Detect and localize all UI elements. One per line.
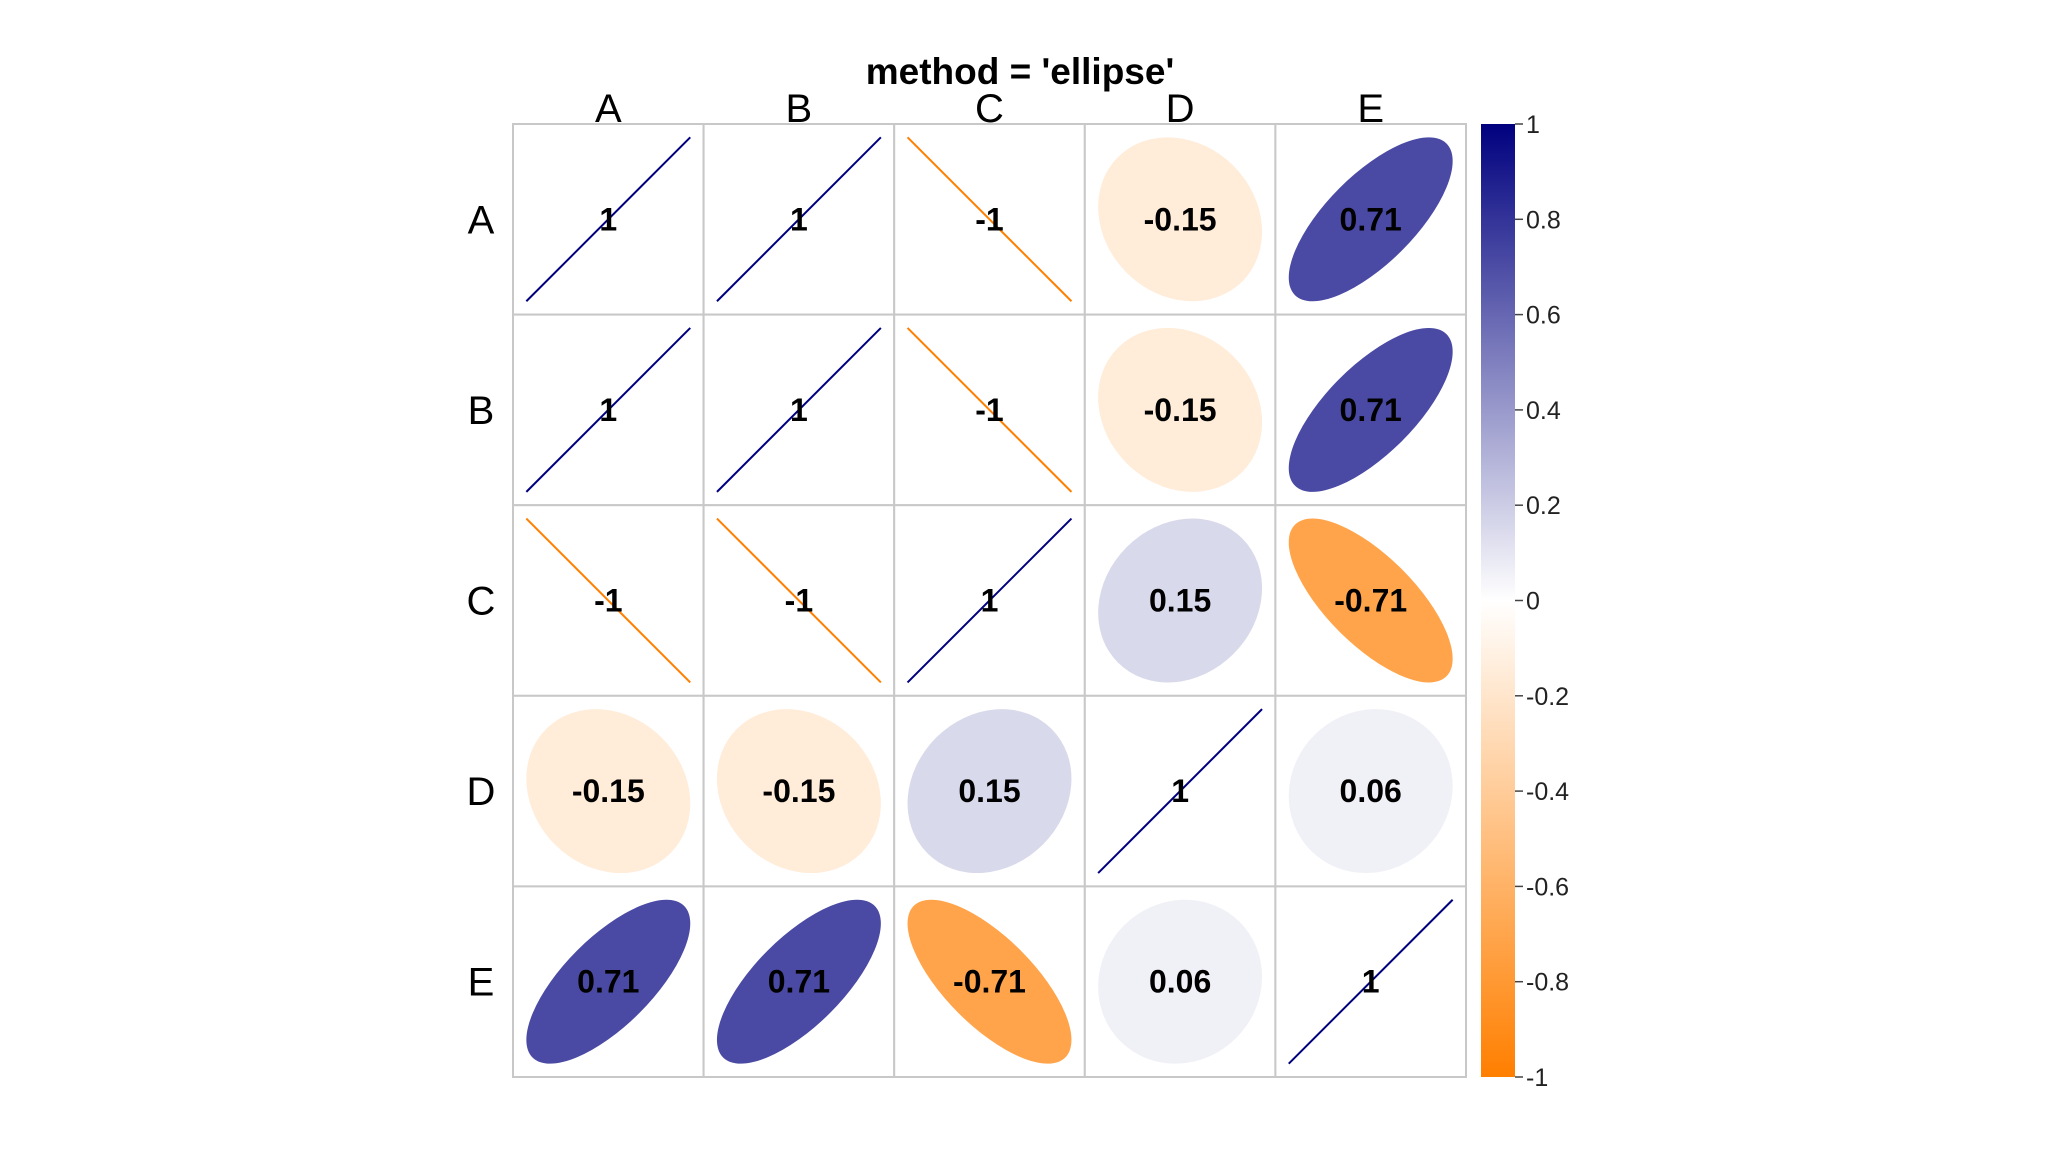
correlation-value-B-C: -1 [975,392,1003,428]
correlation-ellipse-B-E [1288,327,1453,492]
correlation-value-D-C: 0.15 [958,773,1020,809]
correlation-line-B-A [525,327,691,493]
correlation-line-E-E [1288,899,1454,1065]
colorbar-tick-label: -0.8 [1526,969,1569,997]
correlation-ellipse-E-B [716,899,881,1064]
correlation-line-A-C [906,136,1073,302]
correlation-ellipse-A-E [1288,137,1453,302]
colorbar-tick-label: 0.4 [1526,397,1561,425]
correlation-line-D-D [1097,708,1263,874]
chart-title: method = 'ellipse' [866,51,1175,92]
correlation-line-B-C [906,327,1073,493]
correlation-ellipse-C-D [1098,518,1263,683]
correlation-value-E-D: 0.06 [1149,964,1211,1000]
correlation-value-E-E: 1 [1362,964,1380,1000]
correlation-line-C-C [906,517,1073,684]
correlation-ellipse-B-D [1098,327,1263,492]
correlation-ellipse-E-A [526,899,691,1064]
colorbar-tick-label: 1 [1526,111,1540,139]
correlation-line-C-B [716,517,882,684]
correlation-line-C-A [525,517,691,684]
column-labels: A B C D E [595,87,1384,131]
correlation-line-B-B [716,327,882,493]
column-label-D: D [1166,87,1195,131]
column-label-E: E [1357,87,1384,131]
correlation-value-E-C: -0.71 [953,964,1026,1000]
correlation-ellipse-A-D [1098,137,1263,302]
correlation-value-C-D: 0.15 [1149,583,1211,619]
colorbar-tick-label: 0.8 [1526,206,1561,234]
correlation-ellipse-D-A [526,709,691,874]
correlation-value-A-B: 1 [790,201,808,237]
correlation-value-C-C: 1 [981,583,999,619]
correlation-value-D-B: -0.15 [762,773,835,809]
colorbar-gradient [1481,124,1515,1077]
correlation-value-B-E: 0.71 [1340,392,1402,428]
colorbar-tick-label: 0.6 [1526,302,1561,330]
correlation-value-C-A: -1 [594,583,622,619]
column-label-A: A [595,87,622,131]
correlation-value-E-A: 0.71 [577,964,639,1000]
row-label-D: D [467,770,496,814]
correlation-ellipse-D-B [716,709,881,874]
correlation-value-C-B: -1 [785,583,813,619]
row-label-E: E [468,961,495,1005]
colorbar-tick-label: 0.2 [1526,492,1561,520]
row-label-A: A [468,198,495,242]
colorbar-tick-label: -0.4 [1526,778,1569,806]
correlation-ellipse-D-E [1288,709,1453,874]
correlation-value-B-D: -0.15 [1144,392,1217,428]
matrix-cells: 1 1 -1 -0.15 0.71 1 1 -1 -0.15 0.71 -1 -1 1 0.15 -0.71… [512,123,1468,1079]
colorbar: 1 0.8 0.6 0.4 0.2 0 -0.2 -0.4 -0.6 -0.8 -1 [1481,111,1569,1092]
row-labels: A B C D E [467,198,496,1004]
correlation-line-A-B [716,136,882,302]
correlation-value-A-E: 0.71 [1340,201,1402,237]
correlation-value-A-D: -0.15 [1144,201,1217,237]
column-label-C: C [975,87,1004,131]
correlation-value-B-B: 1 [790,392,808,428]
correlation-ellipse-E-D [1098,899,1263,1064]
correlation-line-A-A [525,136,691,302]
correlation-value-D-E: 0.06 [1340,773,1402,809]
colorbar-tick-label: 0 [1526,588,1540,616]
colorbar-tick-label: -0.2 [1526,683,1569,711]
colorbar-tick-label: -1 [1526,1064,1548,1092]
correlation-value-A-C: -1 [975,201,1003,237]
correlation-value-B-A: 1 [599,392,617,428]
row-label-B: B [468,389,495,433]
correlation-value-E-B: 0.71 [768,964,830,1000]
correlation-ellipse-D-C [907,709,1072,874]
colorbar-tick-label: -0.6 [1526,873,1569,901]
column-label-B: B [786,87,813,131]
correlation-value-D-A: -0.15 [572,773,645,809]
row-label-C: C [467,580,496,624]
correlation-value-D-D: 1 [1171,773,1189,809]
correlation-ellipse-E-C [907,899,1072,1064]
correlation-ellipse-C-E [1288,518,1453,683]
correlation-value-A-A: 1 [599,201,617,237]
correlation-value-C-E: -0.71 [1334,583,1407,619]
